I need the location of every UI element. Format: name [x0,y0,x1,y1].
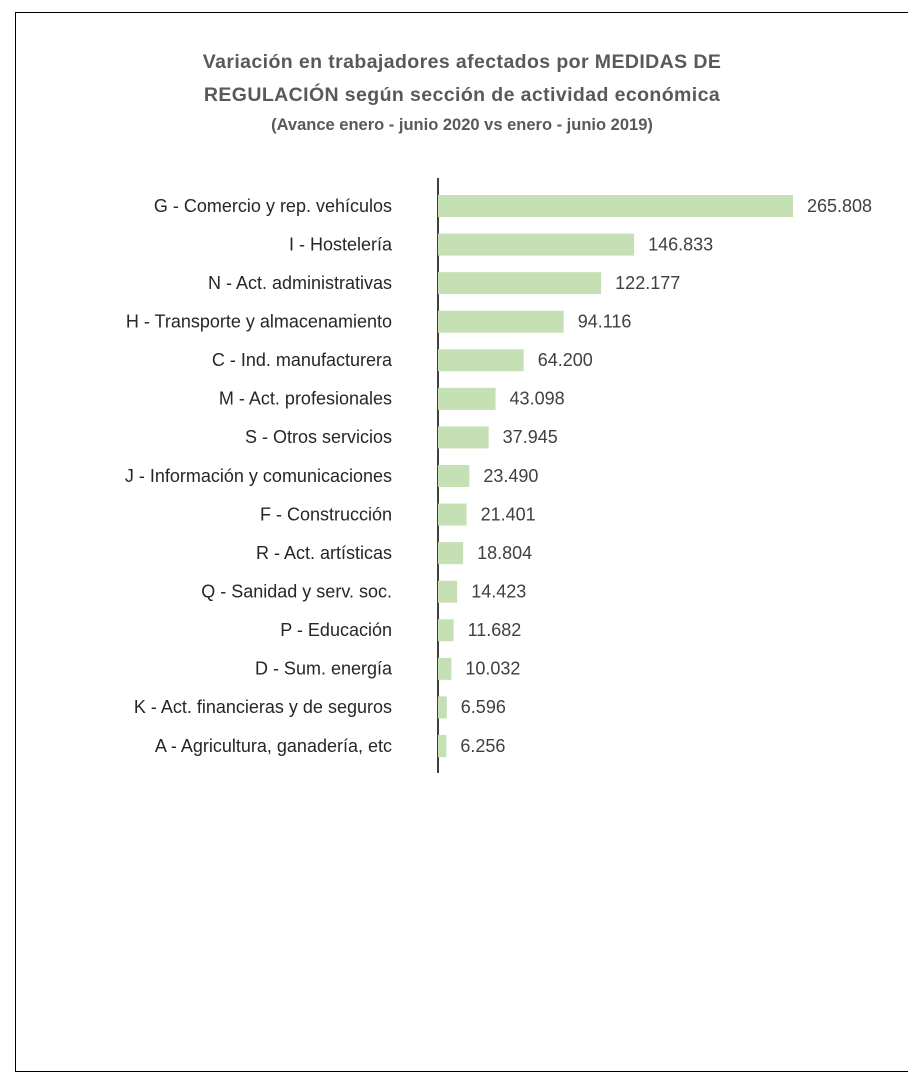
y-tick-label: Q - Sanidad y serv. soc. [201,581,392,601]
value-label: 6.256 [460,736,505,756]
y-tick-label: R - Act. artísticas [256,543,392,563]
bar [438,387,496,410]
y-tick-label: C - Ind. manufacturera [212,350,393,370]
bar [438,272,602,295]
bar [438,619,454,642]
value-label: 37.945 [503,427,558,447]
bar [438,233,635,256]
value-label: 10.032 [465,659,520,679]
value-label: 14.423 [471,581,526,601]
bar [438,195,793,217]
value-label: 23.490 [483,466,538,486]
value-label: 6.596 [461,697,506,717]
y-tick-label: A - Agricultura, ganadería, etc [155,736,392,756]
chart-subtitle: (Avance enero - junio 2020 vs enero - ju… [271,116,653,134]
chart-title: Variación en trabajadores afectados por … [202,51,722,106]
bar [438,580,458,603]
y-tick-label: D - Sum. energía [255,659,393,679]
value-label: 146.833 [648,234,713,254]
value-label: 265.808 [807,196,872,216]
y-tick-label: I - Hostelería [289,234,393,254]
value-label: 43.098 [510,389,565,409]
bar [438,465,470,487]
bar [438,696,447,719]
value-label: 64.200 [538,350,593,370]
bar [438,657,452,680]
y-tick-label: K - Act. financieras y de seguros [134,697,392,717]
y-tick-label: N - Act. administrativas [208,273,392,293]
bar [438,426,489,449]
value-label: 94.116 [578,311,632,331]
value-label: 21.401 [481,504,536,524]
y-tick-label: F - Construcción [260,504,392,524]
bar [438,310,564,333]
y-tick-label: J - Información y comunicaciones [125,466,392,486]
y-tick-label: H - Transporte y almacenamiento [126,311,392,331]
y-tick-label: P - Educación [280,620,392,640]
bar [438,503,467,526]
y-tick-label: M - Act. profesionales [219,389,392,409]
bar [438,542,464,565]
bar [438,735,447,757]
y-tick-label: G - Comercio y rep. vehículos [154,196,392,216]
value-label: 11.682 [468,620,522,640]
bar [438,349,524,372]
y-tick-label: S - Otros servicios [245,427,392,447]
value-label: 122.177 [615,273,680,293]
value-label: 18.804 [477,543,532,563]
